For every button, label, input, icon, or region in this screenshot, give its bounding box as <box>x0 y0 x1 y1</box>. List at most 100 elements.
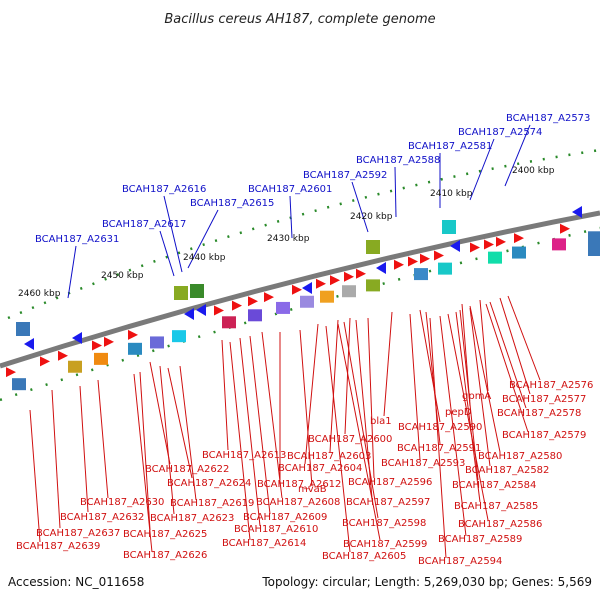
gene-label-bottom[interactable]: BCAH187_A2608 <box>256 497 340 508</box>
gene-label-bottom[interactable]: BCAH187_A2622 <box>145 464 229 475</box>
label-connector <box>343 321 379 519</box>
kbp-label: 2450 kbp <box>101 271 144 281</box>
label-connector <box>187 209 219 269</box>
gene-label-bottom[interactable]: BCAH187_A2593 <box>381 458 465 469</box>
gene-label-bottom[interactable]: BCAH187_A2590 <box>398 422 482 433</box>
gene-label-bottom[interactable]: BCAH187_A2632 <box>60 512 144 523</box>
gene-label-bottom[interactable]: BCAH187_A2637 <box>36 528 120 539</box>
inner-tick-track <box>0 226 600 402</box>
kbp-label: 2460 kbp <box>18 289 61 299</box>
gene-block <box>366 240 380 254</box>
gene-label-bottom[interactable]: BCAH187_A2586 <box>458 519 542 530</box>
forward-gene-arrow <box>58 350 68 361</box>
label-connector <box>79 385 89 513</box>
gene-label-bottom[interactable]: BCAH187_A2603 <box>287 451 371 462</box>
gene-label-top[interactable]: BCAH187_A2574 <box>458 127 542 138</box>
reverse-gene-arrow <box>572 206 582 218</box>
gene-label-bottom[interactable]: BCAH187_A2594 <box>418 556 502 567</box>
forward-gene-arrow <box>248 296 258 307</box>
label-connector <box>469 307 491 467</box>
label-connector <box>249 335 271 515</box>
gene-block <box>366 279 380 292</box>
gene-label-top[interactable]: BCAH187_A2581 <box>408 141 492 152</box>
gene-label-bottom[interactable]: mvaB <box>298 484 327 495</box>
gene-label-bottom[interactable]: BCAH187_A2614 <box>222 538 306 549</box>
gene-label-bottom[interactable]: BCAH187_A2589 <box>438 534 522 545</box>
gene-label-bottom[interactable]: BCAH187_A2596 <box>348 477 432 488</box>
gene-label-top[interactable]: BCAH187_A2617 <box>102 219 186 230</box>
gene-label-bottom[interactable]: BCAH187_A2619 <box>170 498 254 509</box>
gene-label-bottom[interactable]: BCAH187_A2626 <box>123 550 207 561</box>
gene-label-bottom[interactable]: BCAH187_A2639 <box>16 541 100 552</box>
gene-label-bottom[interactable]: BCAH187_A2605 <box>322 551 406 562</box>
gene-label-bottom[interactable]: BCAH187_A2625 <box>123 529 207 540</box>
gene-label-bottom[interactable]: pepD <box>445 407 472 418</box>
gene-block <box>174 286 188 300</box>
forward-gene-arrow <box>40 356 50 367</box>
forward-gene-arrow <box>356 268 366 279</box>
forward-gene-arrow <box>214 305 224 316</box>
gene-label-bottom[interactable]: BCAH187_A2610 <box>234 524 318 535</box>
label-connector <box>179 365 197 501</box>
label-connector <box>504 124 531 187</box>
gene-label-bottom[interactable]: BCAH187_A2585 <box>454 501 538 512</box>
map-title: Bacillus cereus AH187, complete genome <box>164 12 435 27</box>
forward-gene-arrow <box>264 292 274 303</box>
label-connector <box>469 305 501 453</box>
gene-label-bottom[interactable]: BCAH187_A2576 <box>509 380 593 391</box>
gene-label-bottom[interactable]: BCAH187_A2584 <box>452 480 536 491</box>
forward-gene-arrow <box>6 367 16 378</box>
gene-block <box>442 220 456 234</box>
gene-label-bottom[interactable]: gpmA <box>462 391 491 402</box>
gene-label-bottom[interactable]: BCAH187_A2609 <box>243 512 327 523</box>
reverse-gene-arrow <box>450 240 460 252</box>
gene-label-bottom[interactable]: BCAH187_A2630 <box>80 497 164 508</box>
gene-block <box>342 285 356 298</box>
label-connector <box>344 317 351 435</box>
label-connector <box>299 329 313 487</box>
gene-label-top[interactable]: BCAH187_A2616 <box>122 184 206 195</box>
gene-label-bottom[interactable]: BCAH187_A2579 <box>502 430 586 441</box>
forward-gene-arrow <box>470 242 480 253</box>
gene-label-bottom[interactable]: BCAH187_A2612 <box>257 479 341 490</box>
label-connector <box>229 341 251 541</box>
gene-label-top[interactable]: BCAH187_A2588 <box>356 155 440 166</box>
gene-label-bottom[interactable]: BCAH187_A2613 <box>202 450 286 461</box>
gene-label-bottom[interactable]: BCAH187_A2623 <box>150 513 234 524</box>
gene-block <box>128 342 142 355</box>
gene-label-top[interactable]: BCAH187_A2615 <box>190 198 274 209</box>
gene-label-bottom[interactable]: BCAH187_A2580 <box>478 451 562 462</box>
gene-label-bottom[interactable]: BCAH187_A2578 <box>497 408 581 419</box>
gene-block <box>552 238 566 251</box>
gene-label-top[interactable]: BCAH187_A2601 <box>248 184 332 195</box>
gene-block <box>248 309 262 322</box>
gene-block <box>94 352 108 365</box>
gene-label-bottom[interactable]: BCAH187_A2604 <box>278 463 362 474</box>
gene-block <box>190 284 204 298</box>
gene-block <box>438 262 452 275</box>
gene-label-bottom[interactable]: BCAH187_A2598 <box>342 518 426 529</box>
forward-gene-arrow <box>344 271 354 282</box>
gene-block <box>276 301 290 314</box>
genome-stats-text: Topology: circular; Length: 5,269,030 bp… <box>261 575 592 589</box>
reverse-gene-arrow <box>302 282 312 294</box>
label-connector <box>325 325 351 553</box>
forward-gene-arrow <box>394 259 404 270</box>
label-connector <box>159 365 175 515</box>
gene-label-bottom[interactable]: bla1 <box>370 416 392 427</box>
gene-block <box>150 336 164 349</box>
gene-label-bottom[interactable]: BCAH187_A2600 <box>308 434 392 445</box>
gene-label-top[interactable]: BCAH187_A2573 <box>506 113 590 124</box>
gene-label-bottom[interactable]: BCAH187_A2624 <box>167 478 251 489</box>
label-connector <box>329 319 339 453</box>
gene-label-bottom[interactable]: BCAH187_A2577 <box>502 394 586 405</box>
label-connector <box>289 195 293 239</box>
gene-label-top[interactable]: BCAH187_A2592 <box>303 170 387 181</box>
gene-label-bottom[interactable]: BCAH187_A2582 <box>465 465 549 476</box>
gene-label-bottom[interactable]: BCAH187_A2591 <box>397 443 481 454</box>
label-connector <box>499 297 531 395</box>
forward-gene-arrow <box>316 278 326 289</box>
gene-label-bottom[interactable]: BCAH187_A2597 <box>346 497 430 508</box>
gene-label-bottom[interactable]: BCAH187_A2599 <box>343 539 427 550</box>
gene-label-top[interactable]: BCAH187_A2631 <box>35 234 119 245</box>
